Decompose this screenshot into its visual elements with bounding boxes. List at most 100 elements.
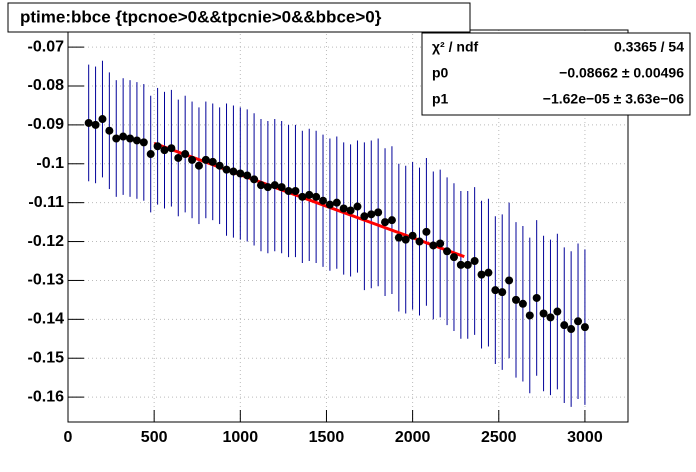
chart-title: ptime:bbce {tpcnoe>0&&tpcnie>0&&bbce>0} xyxy=(20,7,382,26)
marker xyxy=(256,181,265,190)
marker xyxy=(194,161,203,170)
stats-label: p0 xyxy=(432,65,449,81)
marker xyxy=(429,241,438,250)
marker xyxy=(415,237,424,246)
y-tick-label: -0.11 xyxy=(28,194,64,211)
stats-box xyxy=(421,32,691,116)
marker xyxy=(567,325,576,334)
marker xyxy=(353,202,362,211)
marker xyxy=(360,212,369,221)
marker xyxy=(250,175,259,184)
marker xyxy=(470,257,479,265)
marker xyxy=(298,192,307,201)
x-tick-label: 500 xyxy=(141,429,168,446)
marker xyxy=(532,293,541,302)
title-box xyxy=(7,2,471,33)
x-tick-label: 2000 xyxy=(395,429,431,446)
marker xyxy=(174,153,183,162)
x-tick-label: 1000 xyxy=(223,429,259,446)
x-tick-label: 3000 xyxy=(567,429,603,446)
marker xyxy=(498,288,507,297)
marker xyxy=(215,161,224,170)
marker xyxy=(91,120,100,129)
y-tick-label: -0.09 xyxy=(28,116,65,133)
marker xyxy=(160,146,169,155)
marker xyxy=(463,260,472,269)
marker xyxy=(394,233,403,242)
marker xyxy=(436,239,445,248)
marker xyxy=(387,216,396,225)
marker xyxy=(112,134,121,143)
stats-value: −1.62e−05 ± 3.63e−06 xyxy=(543,91,684,107)
marker xyxy=(553,307,562,316)
marker xyxy=(325,200,334,209)
marker xyxy=(126,134,135,143)
marker xyxy=(119,132,128,141)
y-tick-label: -0.14 xyxy=(28,311,65,328)
marker xyxy=(139,138,148,147)
marker xyxy=(574,317,583,326)
y-tick-label: -0.16 xyxy=(28,388,65,405)
marker xyxy=(332,198,341,207)
marker xyxy=(146,150,155,159)
marker xyxy=(484,268,493,277)
marker xyxy=(408,231,417,240)
stats-label: χ² / ndf xyxy=(432,39,478,55)
stats-value: −0.08662 ± 0.00496 xyxy=(559,65,684,81)
marker xyxy=(319,196,328,205)
marker xyxy=(539,309,548,318)
marker xyxy=(560,321,569,330)
marker xyxy=(456,260,465,269)
marker xyxy=(277,183,286,192)
marker xyxy=(367,210,376,219)
marker xyxy=(236,169,245,178)
marker xyxy=(505,276,514,285)
marker xyxy=(512,295,520,304)
plot xyxy=(67,30,628,422)
stats-value: 0.3365 / 54 xyxy=(614,39,684,55)
marker xyxy=(243,171,252,180)
marker xyxy=(346,206,355,215)
y-tick-label: -0.12 xyxy=(28,233,65,250)
marker xyxy=(374,208,383,217)
y-tick-label: -0.08 xyxy=(28,77,65,94)
marker xyxy=(105,126,114,135)
y-tick-label: -0.07 xyxy=(28,38,65,55)
y-tick-label: -0.15 xyxy=(28,349,65,366)
marker xyxy=(518,299,527,308)
marker xyxy=(229,167,238,176)
marker xyxy=(443,247,452,256)
marker xyxy=(270,181,279,190)
x-tick-label: 2500 xyxy=(481,429,517,446)
marker xyxy=(153,142,162,151)
marker xyxy=(546,313,555,322)
marker xyxy=(339,204,348,213)
marker xyxy=(208,157,217,166)
marker xyxy=(525,311,534,320)
x-tick-label: 0 xyxy=(64,429,73,446)
marker xyxy=(449,253,458,262)
marker xyxy=(401,235,410,244)
marker xyxy=(263,183,272,192)
marker xyxy=(381,218,390,227)
marker xyxy=(305,190,314,199)
marker xyxy=(167,144,176,153)
marker xyxy=(84,118,93,127)
marker xyxy=(580,323,589,332)
stats-label: p1 xyxy=(432,91,449,107)
marker xyxy=(222,165,231,174)
marker xyxy=(98,115,107,124)
y-tick-label: -0.13 xyxy=(28,272,65,289)
marker xyxy=(291,187,300,195)
marker xyxy=(312,192,321,201)
marker xyxy=(491,286,500,295)
marker xyxy=(477,270,486,279)
marker xyxy=(201,155,210,164)
marker xyxy=(188,155,197,164)
marker xyxy=(132,136,141,145)
marker xyxy=(422,227,431,236)
x-tick-label: 1500 xyxy=(309,429,345,446)
marker xyxy=(181,150,190,159)
marker xyxy=(284,187,293,195)
